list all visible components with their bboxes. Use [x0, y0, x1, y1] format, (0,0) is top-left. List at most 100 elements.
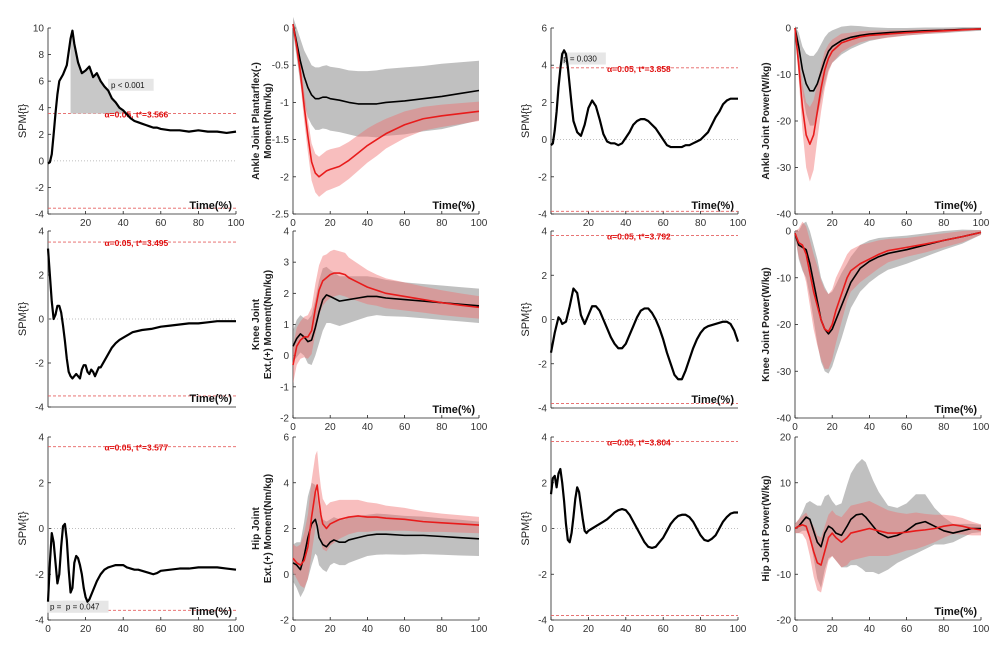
- y-tick-label: 2: [38, 130, 44, 141]
- x-tick-label: 100: [471, 218, 488, 229]
- y-tick-label: 0: [283, 570, 289, 581]
- threshold-label: α=0.05, t*=3.495: [104, 238, 168, 248]
- cluster-p-box: [62, 600, 109, 613]
- x-tick-label: 0: [792, 422, 798, 433]
- y-tick-label: 4: [38, 433, 44, 444]
- y-axis-label: SPM{t}: [520, 511, 532, 546]
- y-tick-label: 6: [38, 77, 44, 88]
- y-tick-label: 10: [33, 24, 45, 35]
- x-tick-label: 40: [118, 218, 130, 229]
- y-axis-label-line: Knee Joint Power(W/kg): [761, 267, 772, 381]
- y-tick-label: 2: [283, 289, 289, 300]
- x-tick-label: 60: [901, 218, 913, 229]
- mean-curve-black: [292, 294, 480, 347]
- y-tick-label: 20: [780, 433, 792, 444]
- x-tick-label: 60: [155, 624, 167, 635]
- x-tick-label: 60: [399, 218, 411, 229]
- band-black-group: [795, 25, 981, 126]
- x-tick-label: 0: [548, 624, 554, 635]
- x-tick-label: 100: [471, 422, 488, 433]
- mean-curve-black: [794, 27, 982, 92]
- x-axis-label: Time(%): [691, 200, 734, 212]
- y-tick-label: 6: [283, 433, 289, 444]
- y-tick-label: 8: [38, 50, 44, 61]
- x-tick-label: 100: [730, 624, 747, 635]
- x-tick-label: 60: [658, 624, 670, 635]
- y-tick-label: 4: [38, 103, 44, 114]
- x-tick-label: 20: [325, 422, 337, 433]
- mean-curve-black: [292, 24, 480, 105]
- x-tick-label: 80: [193, 218, 205, 229]
- y-tick-label: 2: [38, 478, 44, 489]
- y-tick-label: -20: [777, 117, 792, 128]
- y-tick-label: 2: [541, 271, 547, 282]
- y-tick-label: -2: [280, 616, 289, 627]
- x-tick-label: 100: [973, 422, 990, 433]
- y-axis-label: Hip Joint Power(W/kg): [761, 475, 772, 581]
- y-tick-label: 6: [541, 24, 547, 35]
- threshold-label: α=0.05, t*=3.858: [607, 64, 671, 74]
- panel-spm-knee-power: -4 -2 0 2 4 α=0.05, t*=3.792 Time(%) SPM{t}: [520, 227, 740, 415]
- y-axis-label-line: Ext.(+) Moment(Nm/kg): [263, 270, 274, 379]
- y-axis-label: Ankle Joint Plantarflex(-)Moment(Nm/kg): [251, 62, 274, 180]
- y-axis-label-line: Ankle Joint Plantarflex(-): [251, 62, 262, 180]
- x-tick-label: 20: [80, 218, 92, 229]
- x-tick-label: 80: [938, 624, 950, 635]
- y-tick-label: -20: [777, 320, 792, 331]
- x-tick-label: 60: [901, 422, 913, 433]
- band-black-group: [795, 221, 981, 374]
- band-red-group: [795, 25, 981, 182]
- y-tick-label: 0: [541, 524, 547, 535]
- x-axis-label: Time(%): [189, 393, 232, 405]
- panel-hip-power: -20 -10 0 10 20 0 20 40 60 80 100 Time(%) Hip Joint …: [761, 433, 990, 636]
- x-tick-label: 60: [658, 218, 670, 229]
- y-tick-label: -40: [777, 210, 792, 221]
- y-tick-label: -2.5: [272, 210, 290, 221]
- threshold-label: α=0.05, t*=3.566: [104, 109, 168, 119]
- mean-curve-red: [292, 484, 480, 566]
- y-axis-label-line: Ankle Joint Power(W/kg): [761, 62, 772, 179]
- cluster-p-label: p < 0.001: [111, 81, 145, 90]
- x-tick-label: 20: [80, 624, 92, 635]
- panel-ankle-moment: -2.5 -2 -1.5 -1 -0.5 0 0 20 40 60 80 100 Time(%) Ankl…: [251, 16, 488, 229]
- x-axis-label: Time(%): [189, 606, 232, 618]
- threshold-label: α=0.05, t*=3.804: [607, 437, 671, 447]
- spm-curve: [549, 287, 740, 381]
- y-axis-label: SPM{t}: [17, 302, 29, 337]
- y-tick-label: -30: [777, 163, 792, 174]
- x-tick-label: 60: [399, 624, 411, 635]
- mean-curve-black: [794, 513, 981, 548]
- y-tick-label: -2: [280, 414, 289, 425]
- panel-spm-ankle-power: -4 -2 0 2 4 6 20 40 60 80 100 p = 0.030 α=0.05, t*=3…: [520, 24, 747, 230]
- x-axis-label: Time(%): [934, 606, 977, 618]
- y-tick-label: -10: [777, 570, 792, 581]
- band-black-group: [293, 16, 479, 138]
- mean-curve-black: [292, 518, 480, 571]
- x-tick-label: 80: [695, 218, 707, 229]
- spm-curve: [46, 248, 236, 380]
- mean-curve-red: [794, 27, 982, 146]
- y-axis-label-line: Moment(Nm/kg): [263, 83, 274, 159]
- y-tick-label: -4: [35, 403, 44, 414]
- x-tick-label: 0: [792, 218, 798, 229]
- spm-curve: [47, 29, 237, 165]
- x-tick-label: 40: [620, 624, 632, 635]
- mean-curve-red: [292, 272, 480, 366]
- x-tick-label: 40: [620, 218, 632, 229]
- y-tick-label: 4: [283, 478, 289, 489]
- mean-curve-red: [794, 524, 982, 566]
- y-tick-label: 10: [780, 478, 792, 489]
- y-tick-label: -2: [280, 172, 289, 183]
- y-tick-label: 4: [38, 227, 44, 238]
- x-tick-label: 80: [695, 624, 707, 635]
- panel-spm-ankle-moment: -4 -2 0 2 4 6 8 10 20 40 60 80 100 p < 0.001 α=0.05, t…: [17, 24, 245, 230]
- x-tick-label: 80: [193, 624, 205, 635]
- x-tick-label: 100: [973, 624, 990, 635]
- band-red-group: [293, 450, 479, 588]
- spm-curve: [549, 467, 738, 550]
- x-tick-label: 60: [155, 218, 167, 229]
- y-tick-label: -4: [538, 404, 547, 415]
